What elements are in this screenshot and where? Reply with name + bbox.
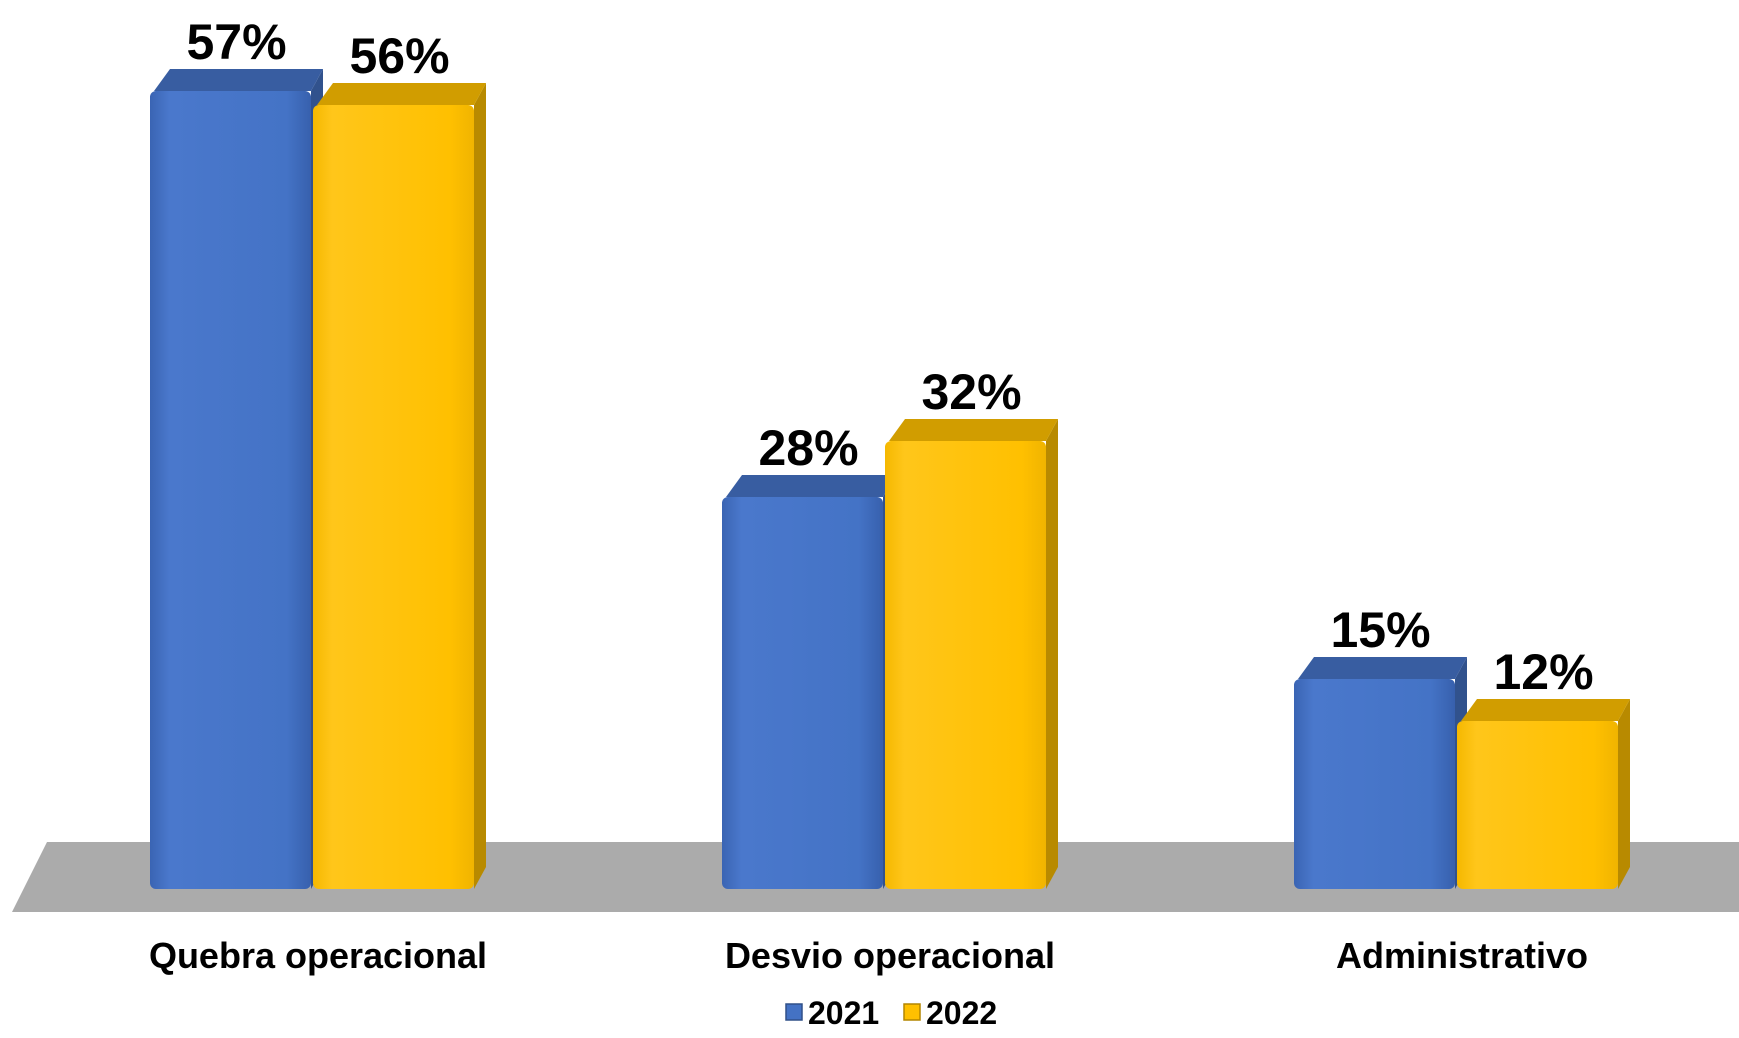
data-labels-layer: 57% 56% 28% 32% 15% 12%	[186, 14, 1593, 700]
bar-top	[1298, 657, 1467, 679]
data-label-2021-1: 28%	[758, 420, 858, 476]
bar-front	[722, 497, 883, 889]
legend-item-2022: 2022	[903, 995, 997, 1031]
data-label-2022-1: 32%	[921, 364, 1021, 420]
bar-top	[154, 69, 323, 91]
data-label-2021-2: 15%	[1330, 602, 1430, 658]
bar-top	[1461, 699, 1630, 721]
bar-2021-2	[1294, 657, 1467, 889]
legend-item-2021: 2021	[785, 995, 879, 1031]
category-labels-layer: Quebra operacional Desvio operacional Admi…	[149, 935, 1588, 976]
bars-layer	[150, 69, 1630, 889]
data-label-2021-0: 57%	[186, 14, 286, 70]
legend: 2021 2022	[785, 995, 997, 1031]
bar-2022-2	[1457, 699, 1630, 889]
bar-front	[150, 91, 311, 889]
bar-top	[726, 475, 895, 497]
bar-side	[1046, 419, 1058, 889]
bar-top	[317, 83, 486, 105]
bar-front	[1457, 721, 1618, 889]
bar-front	[885, 441, 1046, 889]
legend-swatch	[785, 1003, 803, 1021]
legend-label: 2021	[808, 995, 879, 1031]
bar-2021-1	[722, 475, 895, 889]
bar-front	[1294, 679, 1455, 889]
bar-2022-1	[885, 419, 1058, 889]
bar-2022-0	[313, 83, 486, 889]
bar-side	[1618, 699, 1630, 889]
legend-label: 2022	[926, 995, 997, 1031]
data-label-2022-0: 56%	[349, 28, 449, 84]
bar-side	[474, 83, 486, 889]
legend-swatch	[903, 1003, 921, 1021]
category-label-0: Quebra operacional	[149, 935, 487, 976]
bar-top	[889, 419, 1058, 441]
bar-2021-0	[150, 69, 323, 889]
bar-front	[313, 105, 474, 889]
category-label-2: Administrativo	[1336, 935, 1588, 976]
data-label-2022-2: 12%	[1493, 644, 1593, 700]
category-label-1: Desvio operacional	[725, 935, 1055, 976]
